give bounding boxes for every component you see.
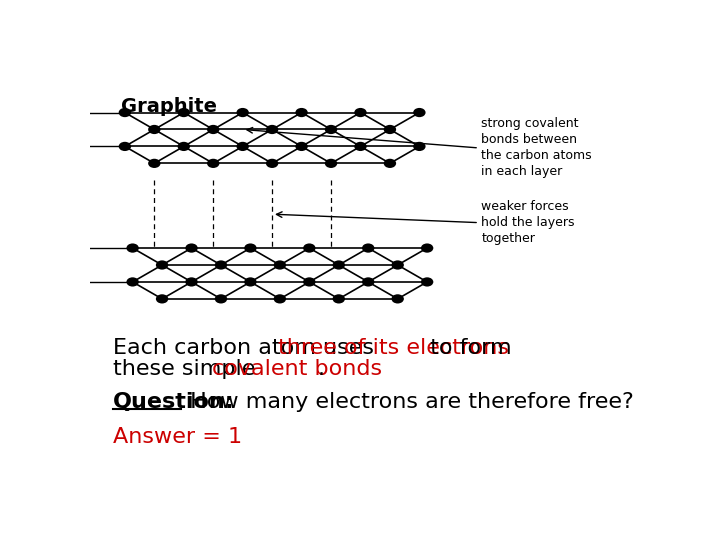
Ellipse shape <box>333 294 345 303</box>
Text: strong covalent
bonds between
the carbon atoms
in each layer: strong covalent bonds between the carbon… <box>482 118 592 178</box>
Ellipse shape <box>215 294 228 303</box>
Text: How many electrons are therefore free?: How many electrons are therefore free? <box>183 392 634 412</box>
Ellipse shape <box>384 159 396 168</box>
Ellipse shape <box>148 159 161 168</box>
Ellipse shape <box>266 125 279 134</box>
Ellipse shape <box>333 260 345 269</box>
Text: weaker forces
hold the layers
together: weaker forces hold the layers together <box>482 200 575 245</box>
Ellipse shape <box>207 125 220 134</box>
Text: these simple: these simple <box>113 359 263 379</box>
Ellipse shape <box>266 159 279 168</box>
Ellipse shape <box>119 142 131 151</box>
Ellipse shape <box>274 260 286 269</box>
Text: Question:: Question: <box>113 392 235 412</box>
Ellipse shape <box>413 142 426 151</box>
Ellipse shape <box>236 142 249 151</box>
Ellipse shape <box>244 278 256 287</box>
Ellipse shape <box>303 244 315 253</box>
Ellipse shape <box>178 108 190 117</box>
Text: covalent bonds: covalent bonds <box>212 359 382 379</box>
Text: .: . <box>318 359 325 379</box>
Ellipse shape <box>362 244 374 253</box>
Ellipse shape <box>354 108 366 117</box>
Ellipse shape <box>207 159 220 168</box>
Ellipse shape <box>421 278 433 287</box>
Text: Graphite: Graphite <box>121 97 217 116</box>
Ellipse shape <box>119 108 131 117</box>
Ellipse shape <box>325 159 337 168</box>
Ellipse shape <box>274 294 286 303</box>
Ellipse shape <box>295 142 307 151</box>
Ellipse shape <box>413 108 426 117</box>
Text: Each carbon atom uses: Each carbon atom uses <box>113 338 382 358</box>
Ellipse shape <box>185 244 198 253</box>
Ellipse shape <box>392 294 404 303</box>
Ellipse shape <box>215 260 228 269</box>
Text: three of its electrons: three of its electrons <box>277 338 508 358</box>
Ellipse shape <box>148 125 161 134</box>
Ellipse shape <box>392 260 404 269</box>
Text: Answer = 1: Answer = 1 <box>113 427 243 447</box>
Ellipse shape <box>185 278 198 287</box>
Ellipse shape <box>303 278 315 287</box>
Text: to form: to form <box>423 338 512 358</box>
Ellipse shape <box>362 278 374 287</box>
Ellipse shape <box>156 294 168 303</box>
Ellipse shape <box>295 108 307 117</box>
Ellipse shape <box>384 125 396 134</box>
Ellipse shape <box>156 260 168 269</box>
Ellipse shape <box>325 125 337 134</box>
Ellipse shape <box>244 244 256 253</box>
Ellipse shape <box>127 278 139 287</box>
Ellipse shape <box>354 142 366 151</box>
Ellipse shape <box>421 244 433 253</box>
Ellipse shape <box>127 244 139 253</box>
Ellipse shape <box>178 142 190 151</box>
Ellipse shape <box>236 108 249 117</box>
